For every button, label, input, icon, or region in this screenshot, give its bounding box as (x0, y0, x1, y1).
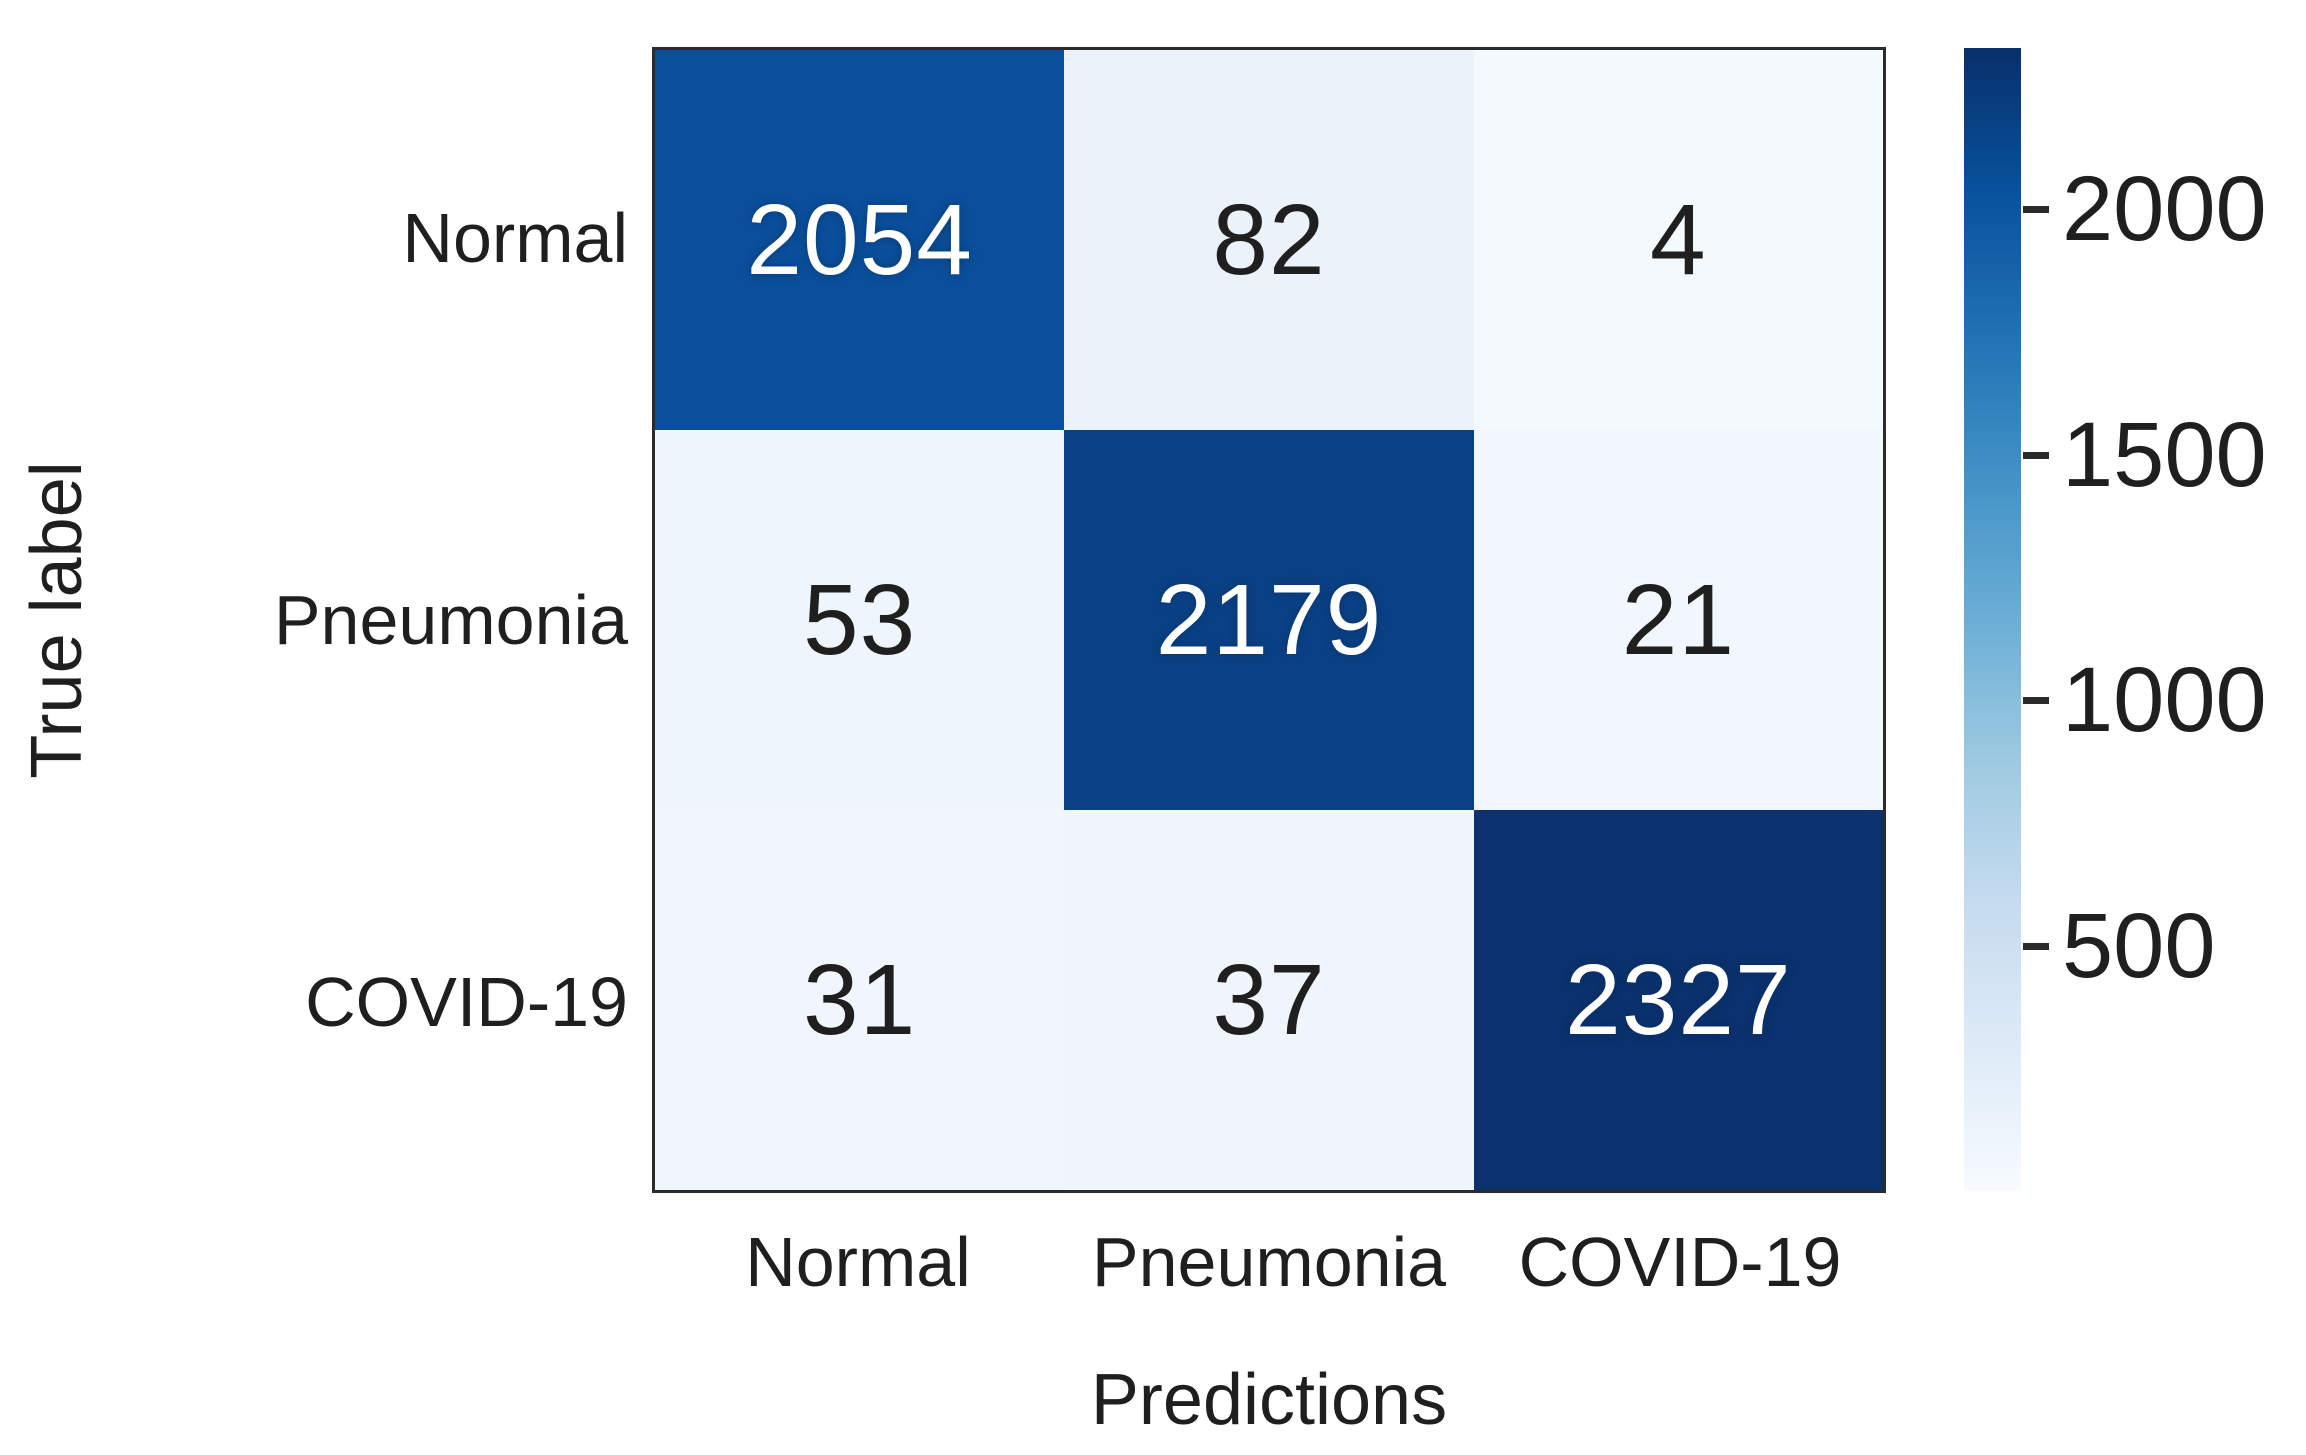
colorbar-tick-1000-mark (2023, 697, 2049, 704)
colorbar-tick-1500-label: 1500 (2062, 404, 2267, 506)
colorbar-tick-1500-mark (2023, 452, 2049, 459)
colorbar-tick-2000-mark (2023, 206, 2049, 213)
colorbar-gradient (1964, 48, 2021, 1191)
xtick-covid19: COVID-19 (1518, 1223, 1842, 1301)
cell-pneumonia-normal: 53 (655, 430, 1065, 810)
cell-pneumonia-pneumonia: 2179 (1064, 430, 1474, 810)
heatmap-grid: 2054 82 4 53 2179 21 31 37 2327 (652, 47, 1886, 1193)
cell-covid19-pneumonia: 37 (1064, 810, 1474, 1190)
colorbar-tick-500-label: 500 (2062, 895, 2216, 997)
xtick-pneumonia: Pneumonia (1091, 1223, 1447, 1301)
ytick-normal: Normal (402, 199, 628, 277)
xtick-normal: Normal (745, 1223, 971, 1301)
cell-covid19-normal: 31 (655, 810, 1065, 1190)
ytick-pneumonia: Pneumonia (273, 581, 628, 659)
cell-covid19-covid19: 2327 (1473, 810, 1883, 1190)
colorbar-tick-500-mark (2023, 943, 2049, 950)
cell-pneumonia-covid19: 21 (1473, 430, 1883, 810)
cell-normal-pneumonia: 82 (1064, 50, 1474, 430)
cell-normal-normal: 2054 (655, 50, 1065, 430)
x-axis-title: Predictions (1090, 1360, 1448, 1440)
cell-normal-covid19: 4 (1473, 50, 1883, 430)
y-axis-title: True label (17, 461, 97, 779)
ytick-covid19: COVID-19 (305, 963, 628, 1041)
colorbar-tick-1000-label: 1000 (2062, 649, 2267, 751)
colorbar-tick-2000-label: 2000 (2062, 158, 2267, 260)
